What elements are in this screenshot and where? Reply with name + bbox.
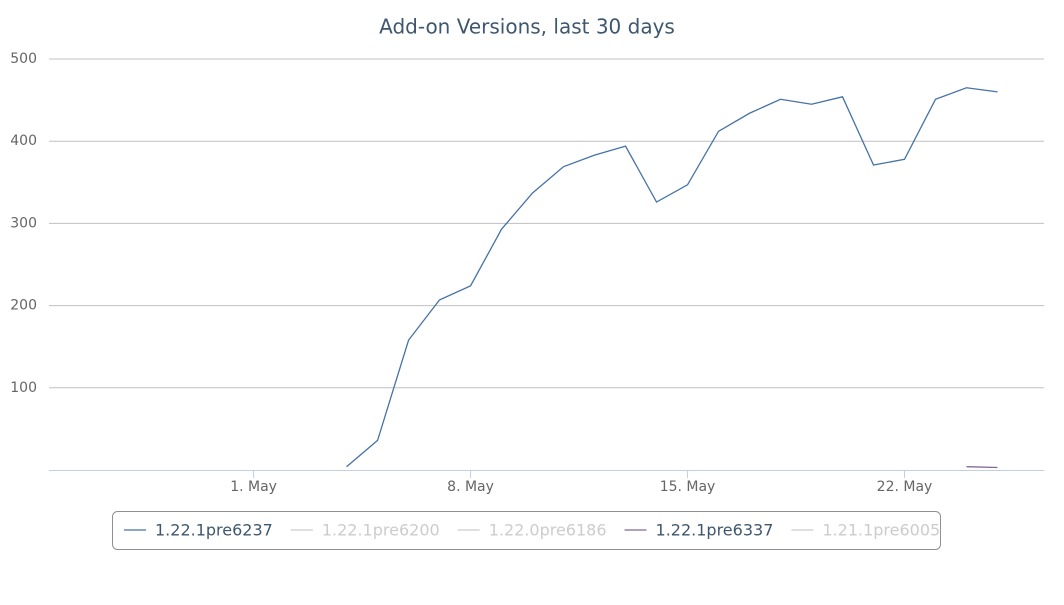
legend-item[interactable]: 1.22.1pre6200 (322, 521, 440, 540)
y-tick-label: 300 (10, 215, 37, 231)
x-tick-label: 15. May (660, 479, 716, 495)
series-line (966, 466, 998, 469)
y-tick-label: 200 (10, 298, 37, 314)
x-tick-label: 1. May (230, 479, 277, 495)
legend-box (112, 511, 941, 550)
y-tick-label: 400 (10, 133, 37, 149)
y-tick-label: 100 (10, 380, 37, 396)
chart-title: Add-on Versions, last 30 days (379, 15, 675, 39)
series-line (346, 87, 998, 468)
legend-item[interactable]: 1.21.1pre6005 (822, 521, 940, 540)
legend-item[interactable]: 1.22.0pre6186 (489, 521, 607, 540)
x-tick-label: 8. May (447, 479, 494, 495)
x-tick-label: 22. May (877, 479, 933, 495)
y-tick-label: 500 (10, 51, 37, 67)
legend-item[interactable]: 1.22.1pre6337 (656, 521, 774, 540)
legend-item[interactable]: 1.22.1pre6237 (155, 521, 273, 540)
